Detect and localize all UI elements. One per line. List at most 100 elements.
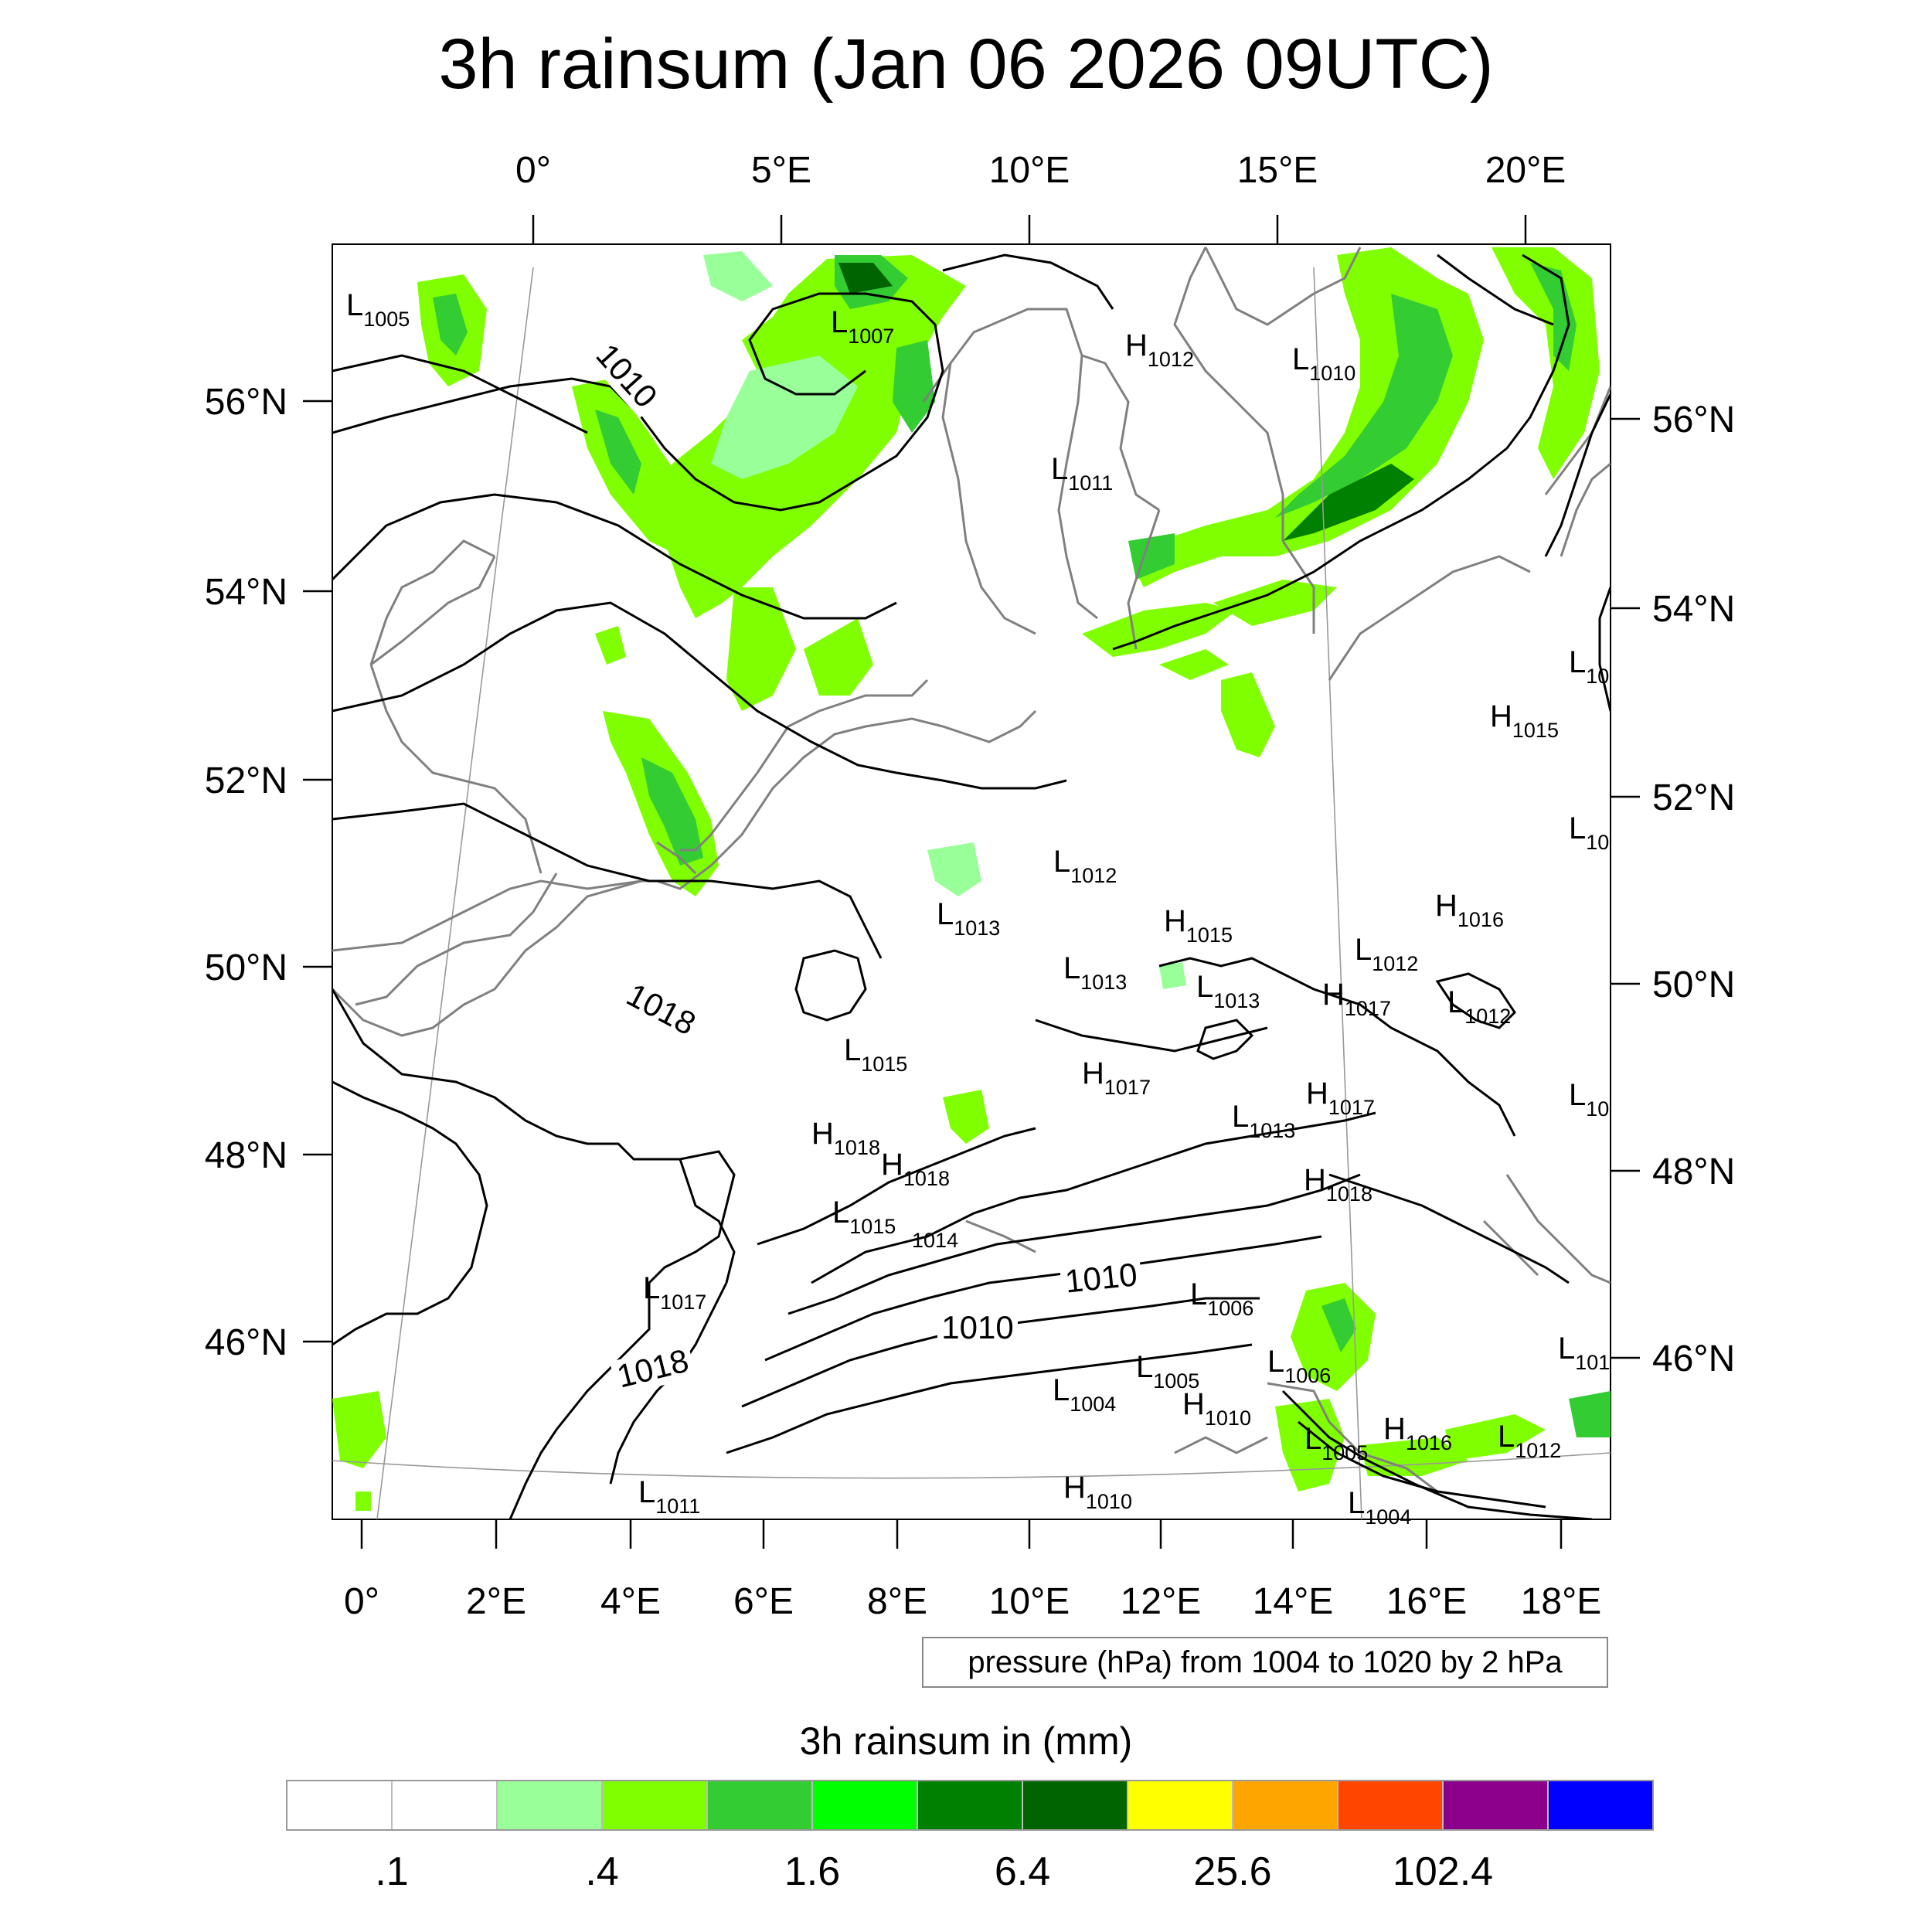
pressure-note: pressure (hPa) from 1004 to 1020 by 2 hP…: [922, 1637, 1608, 1688]
colorbar: [286, 1780, 1654, 1831]
low-pressure-label: L1005: [1136, 1350, 1199, 1393]
pressure-center-type: H: [1164, 904, 1186, 938]
pressure-center-type: L: [1558, 1332, 1575, 1366]
bottom-lon-label: 16°E: [1386, 1581, 1468, 1622]
low-pressure-label: L1011: [1051, 452, 1113, 495]
top-lon-label: 20°E: [1485, 150, 1566, 191]
pressure-center-type: L: [844, 1033, 861, 1067]
pressure-center-value: 10: [1586, 831, 1609, 854]
pressure-center-value: 1004: [1365, 1505, 1411, 1529]
left-lat-label: 52°N: [205, 760, 287, 801]
pressure-center-type: L: [643, 1271, 660, 1305]
top-lon-label: 10°E: [989, 150, 1070, 191]
colorbar-tick-label: .4: [585, 1849, 619, 1894]
pressure-center-type: L: [1051, 452, 1068, 486]
pressure-center-type: L: [1447, 985, 1464, 1019]
pressure-center-type: L: [1569, 1078, 1586, 1112]
low-pressure-label: L1012: [1355, 933, 1418, 975]
pressure-center-value: 101: [1575, 1351, 1610, 1374]
pressure-center-value: 1012: [1464, 1005, 1511, 1028]
high-pressure-label: H1010: [1182, 1387, 1251, 1430]
pressure-center-type: H: [1182, 1387, 1205, 1421]
low-pressure-label: L1005: [1304, 1422, 1368, 1464]
colorbar-tick-label: .1: [375, 1849, 409, 1894]
contour-label-bg: [609, 1342, 697, 1396]
bottom-lon-label: 10°E: [989, 1581, 1070, 1622]
pressure-center-type: L: [1569, 811, 1586, 845]
low-pressure-label: L1013: [1196, 970, 1260, 1012]
map-ticks: [303, 215, 1640, 1549]
low-pressure-label: L10: [1569, 645, 1609, 688]
pressure-center-type: L: [1053, 1373, 1070, 1407]
right-lat-label: 54°N: [1652, 589, 1735, 630]
pressure-center-type: H: [1490, 699, 1512, 733]
pressure-center-value: 1018: [834, 1136, 880, 1159]
low-pressure-label: L1013: [1232, 1100, 1295, 1142]
pressure-center-type: L: [937, 897, 954, 931]
legend-title: 3h rainsum in (mm): [799, 1719, 1133, 1763]
pressure-center-value: 1018: [1326, 1182, 1372, 1206]
pressure-center-value: 1005: [363, 308, 410, 331]
pressure-center-type: L: [1267, 1345, 1284, 1379]
colorbar-swatch: [498, 1781, 603, 1829]
pressure-center-value: 1018: [903, 1167, 950, 1190]
low-pressure-label: L1007: [831, 305, 894, 348]
colorbar-swatch: [287, 1781, 393, 1829]
contour-label-bg: [617, 975, 705, 1045]
pressure-center-value: 1012: [1070, 864, 1117, 887]
left-lat-label: 46°N: [205, 1322, 287, 1363]
bottom-lon-label: 8°E: [867, 1581, 927, 1622]
high-pressure-label: H1017: [1322, 978, 1391, 1020]
pressure-center-value: 1015: [1512, 719, 1559, 742]
pressure-center-type: L: [1196, 970, 1213, 1004]
high-pressure-label: H1017: [1306, 1077, 1375, 1119]
low-pressure-label: L1015: [832, 1196, 896, 1238]
contour-label-bg: [1059, 1257, 1144, 1301]
low-pressure-label: L1005: [346, 288, 410, 331]
pressure-center-type: L: [832, 1196, 849, 1230]
bottom-lon-label: 2°E: [466, 1581, 526, 1622]
low-pressure-label: L1011: [638, 1475, 700, 1518]
pressure-center-value: 1017: [1104, 1076, 1151, 1099]
pressure-center-value: 1011: [655, 1495, 700, 1518]
pressure-center-type: H: [1304, 1163, 1326, 1197]
colorbar-swatch: [813, 1781, 918, 1829]
colorbar-swatch: [1549, 1781, 1652, 1829]
pressure-center-value: 1013: [1080, 971, 1127, 994]
low-pressure-label: L1006: [1267, 1345, 1331, 1387]
low-pressure-label: L10: [1569, 811, 1609, 854]
left-lat-label: 54°N: [205, 572, 287, 613]
high-pressure-label: H1018: [811, 1117, 880, 1159]
pressure-center-value: 1005: [1321, 1441, 1368, 1464]
colorbar-tick-label: 6.4: [994, 1849, 1051, 1894]
left-lat-label: 50°N: [205, 947, 287, 988]
contour-label-bg: [586, 334, 666, 419]
bottom-lon-label: 14°E: [1253, 1581, 1334, 1622]
colorbar-swatch: [1338, 1781, 1444, 1829]
low-pressure-label: L1004: [1348, 1486, 1411, 1529]
colorbar-swatch: [393, 1781, 498, 1829]
right-lat-label: 52°N: [1652, 777, 1735, 818]
pressure-center-value: 1015: [849, 1215, 896, 1238]
high-pressure-label: H1018: [881, 1148, 950, 1190]
bottom-lon-label: 6°E: [733, 1581, 794, 1622]
pressure-center-value: 1015: [861, 1053, 907, 1076]
colorbar-swatch: [1444, 1781, 1549, 1829]
low-pressure-label: L1004: [1053, 1373, 1116, 1416]
pressure-center-value: 1010: [1309, 362, 1355, 385]
pressure-center-value: 1007: [848, 325, 894, 348]
low-pressure-label: 1014: [912, 1229, 958, 1252]
pressure-center-value: 1012: [1148, 348, 1194, 371]
pressure-center-value: 10: [1586, 1097, 1609, 1121]
low-pressure-label: L1012: [1498, 1420, 1561, 1462]
left-lat-label: 48°N: [205, 1135, 287, 1176]
high-pressure-label: H1015: [1490, 699, 1559, 742]
pressure-center-value: 1014: [912, 1229, 958, 1252]
pressure-center-type: L: [1292, 342, 1309, 376]
pressure-center-type: L: [1232, 1100, 1249, 1134]
pressure-center-type: H: [1383, 1412, 1406, 1446]
colorbar-tick-label: 102.4: [1392, 1849, 1494, 1894]
pressure-center-value: 1016: [1458, 908, 1504, 931]
pressure-center-type: L: [1355, 933, 1372, 967]
